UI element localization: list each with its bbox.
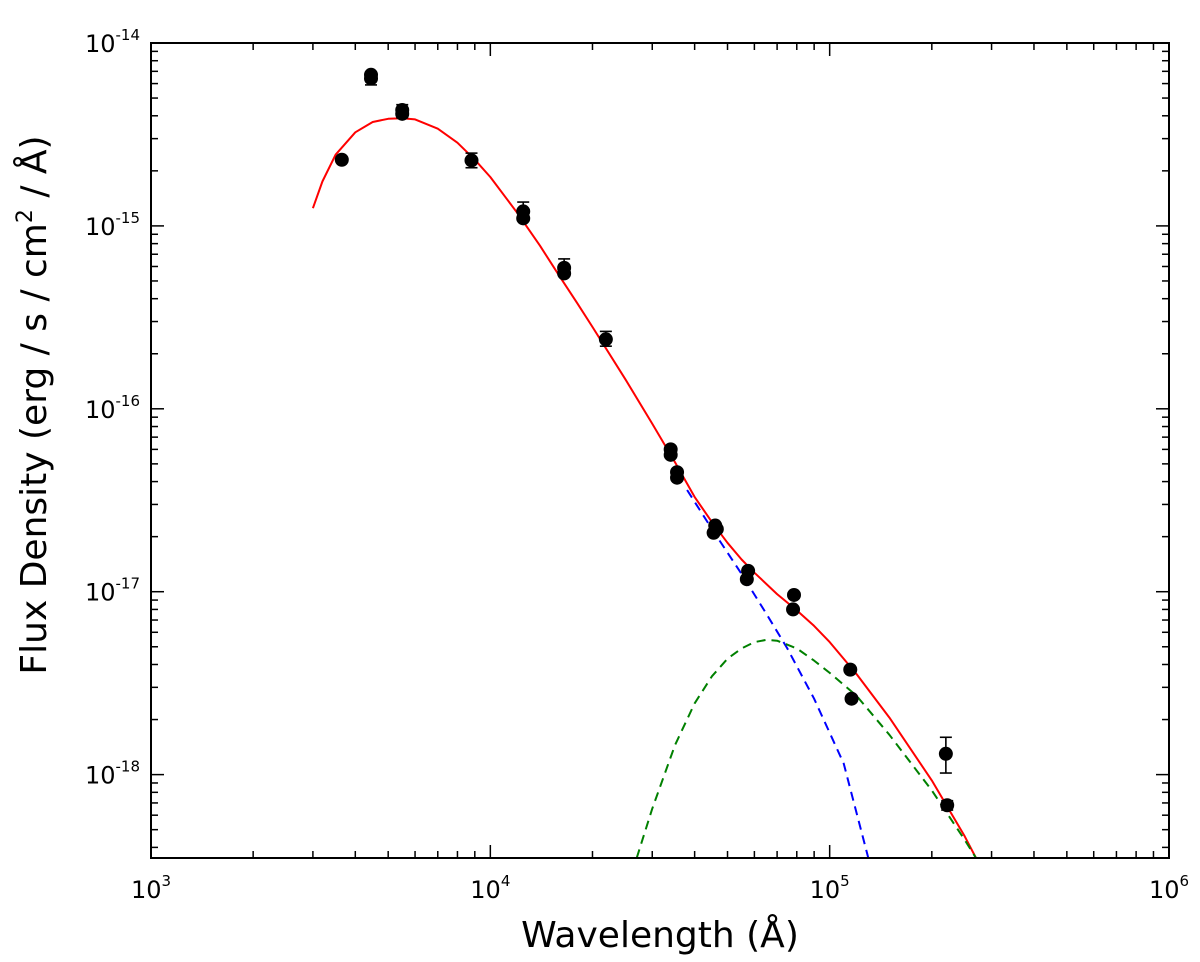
data-point: [516, 201, 531, 221]
data-marker: [516, 204, 531, 219]
y-axis-label-suffix: / Å): [12, 135, 55, 209]
data-marker: [938, 746, 953, 761]
data-marker: [364, 67, 379, 82]
data-point: [786, 587, 801, 602]
data-marker: [663, 442, 678, 457]
data-marker: [940, 798, 955, 813]
data-points: [334, 67, 955, 813]
data-marker: [844, 691, 859, 706]
data-marker: [670, 465, 685, 480]
x-tick-label: 104: [470, 872, 510, 904]
data-marker: [557, 260, 572, 275]
data-point: [364, 67, 379, 82]
y-tick-label: 10-14: [85, 26, 140, 58]
x-axis-label: Wavelength (Å): [521, 913, 799, 956]
data-marker: [598, 332, 613, 347]
data-marker: [709, 522, 724, 537]
series-line-total-model: [311, 117, 977, 858]
data-marker: [843, 662, 858, 677]
series-line-dust-component: [635, 638, 977, 858]
data-point: [940, 798, 955, 813]
data-marker: [786, 602, 801, 617]
data-point: [670, 465, 685, 480]
data-point: [843, 662, 858, 677]
data-point: [464, 152, 479, 169]
x-tick-label: 106: [1149, 872, 1189, 904]
data-marker: [464, 153, 479, 168]
y-tick-label: 10-15: [85, 209, 140, 241]
data-point: [557, 258, 572, 278]
data-point: [395, 103, 410, 119]
data-point: [598, 330, 613, 347]
axis-ticks: 103 104 105 106 10-14 10-15 10-16 10-17 10-18: [85, 26, 1189, 904]
data-point: [938, 736, 953, 774]
data-point: [334, 152, 349, 167]
data-marker: [741, 563, 756, 578]
x-tick-label: 103: [131, 872, 171, 904]
x-tick-label: 105: [810, 872, 850, 904]
data-point: [786, 602, 801, 617]
data-point: [663, 442, 678, 457]
y-axis-label-exponent: 2: [13, 209, 38, 223]
y-tick-label: 10-17: [85, 575, 140, 607]
plot-frame: [150, 42, 1170, 859]
y-tick-label: 10-16: [85, 392, 140, 424]
y-tick-label: 10-18: [85, 758, 140, 790]
data-point: [844, 691, 859, 706]
data-marker: [786, 587, 801, 602]
series-line-stellar-component: [686, 489, 870, 858]
data-marker: [334, 152, 349, 167]
model-curves: [311, 117, 977, 858]
y-axis-label: Flux Density (erg / s / cm2 / Å): [12, 135, 55, 674]
data-point: [709, 522, 724, 537]
y-axis-label-prefix: Flux Density (erg / s / cm: [14, 223, 55, 674]
data-marker: [395, 103, 410, 118]
data-point: [741, 563, 756, 578]
